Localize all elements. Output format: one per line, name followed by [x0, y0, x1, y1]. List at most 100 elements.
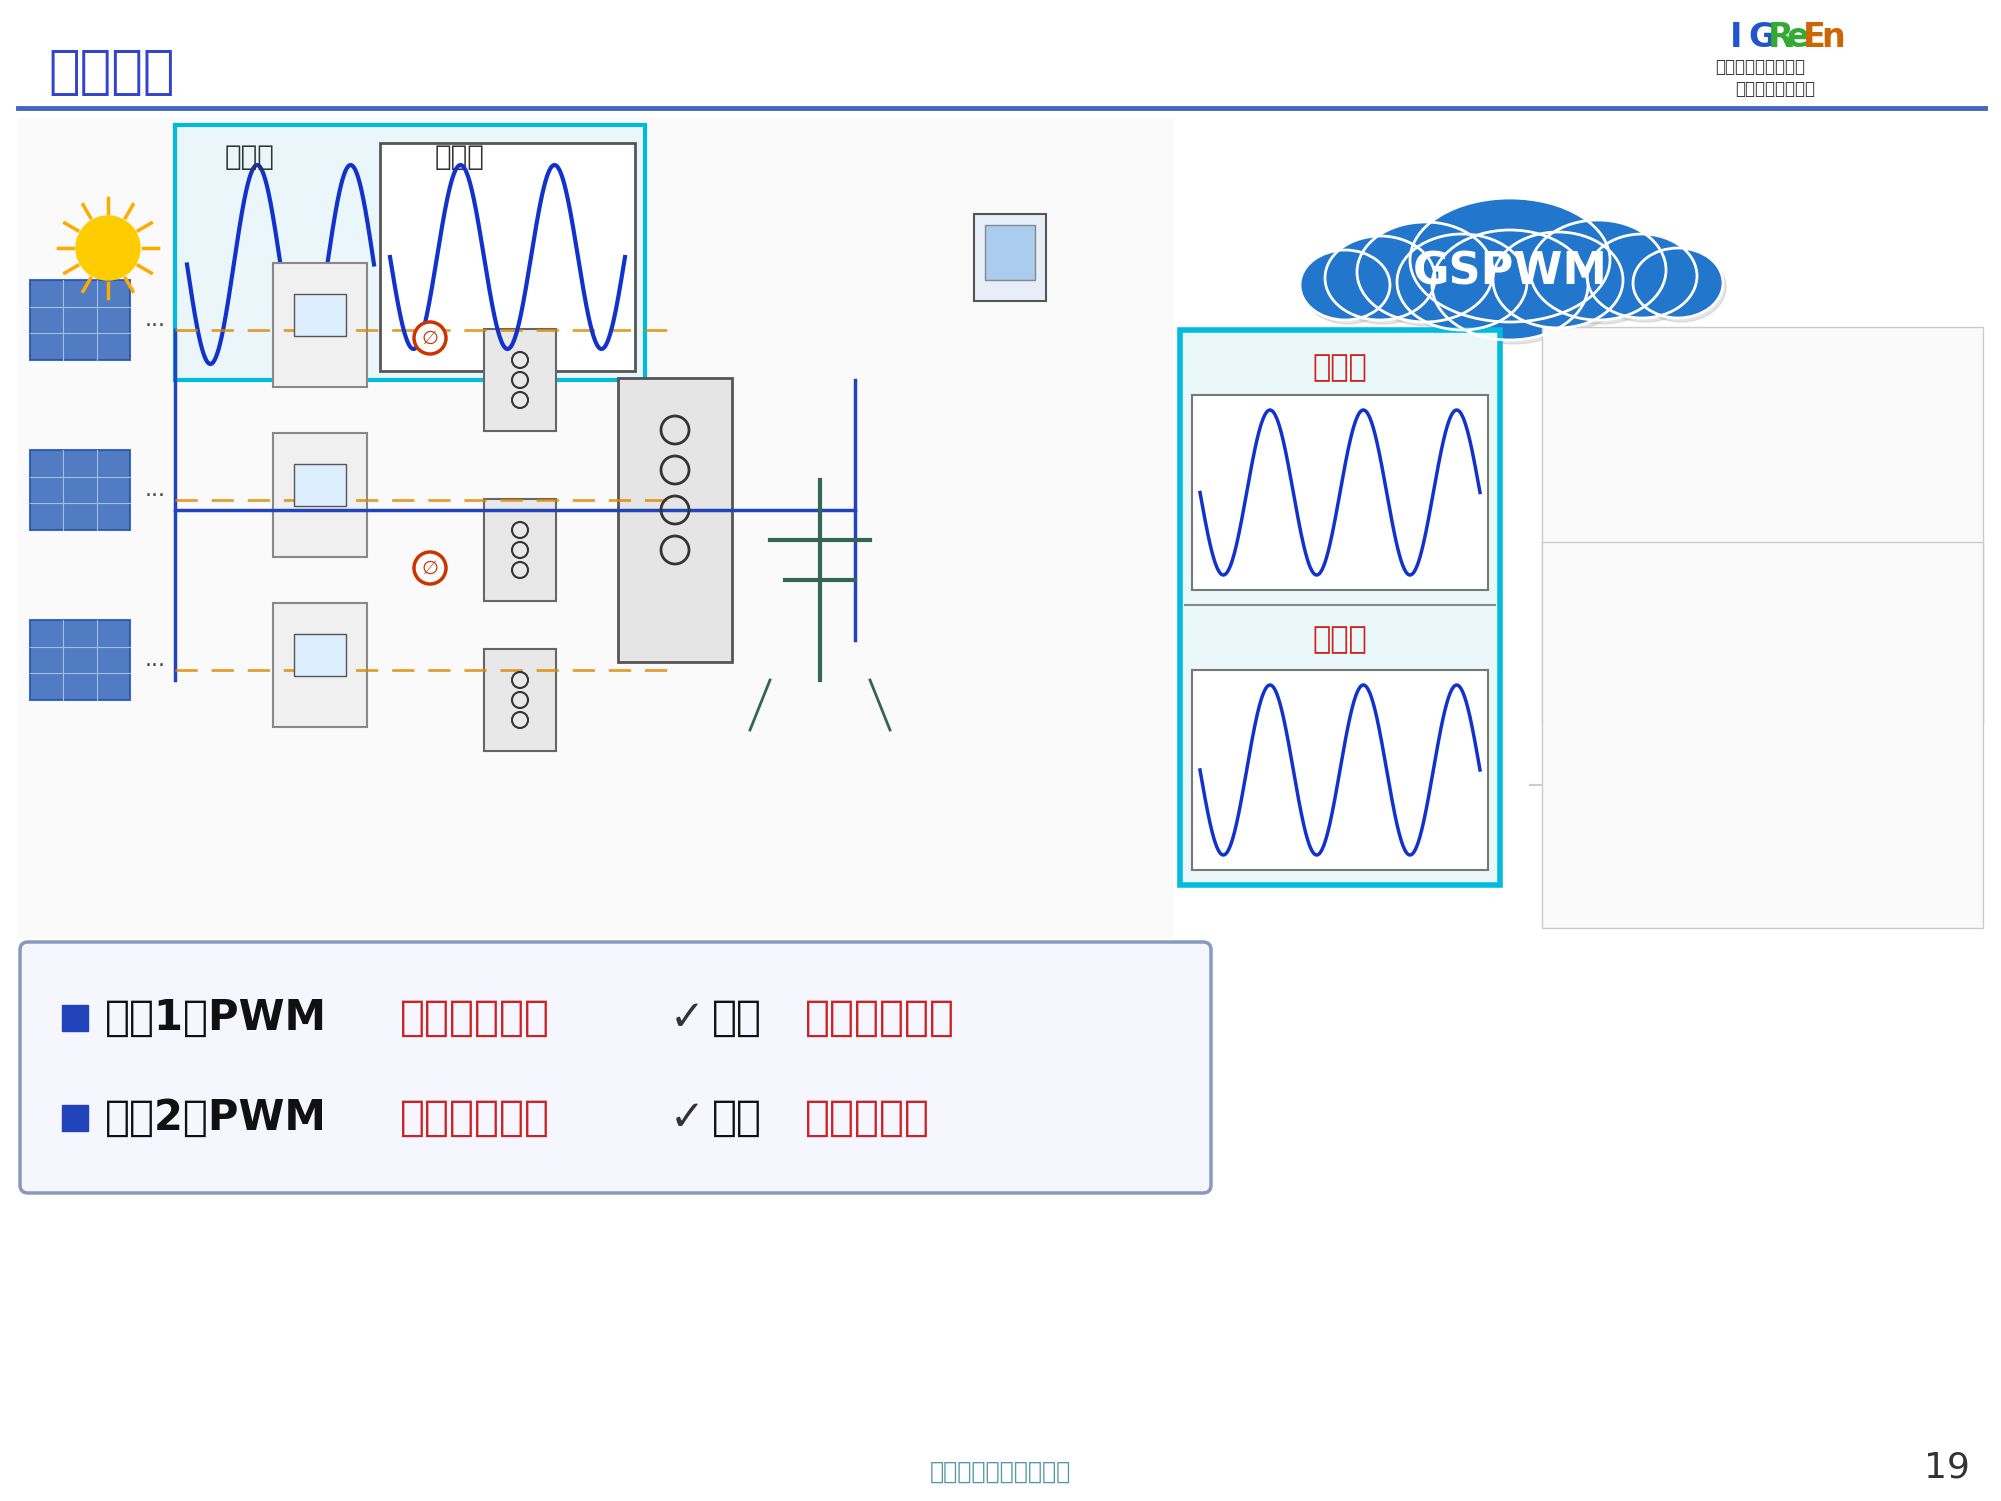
- FancyBboxPatch shape: [30, 281, 130, 360]
- Text: 问题2：PWM: 问题2：PWM: [104, 1097, 326, 1139]
- Text: PWM: PWM: [1553, 459, 1603, 477]
- Text: 低带宽通讯: 低带宽通讯: [804, 1097, 930, 1139]
- Text: 1: 1: [1649, 372, 1657, 386]
- Text: PWM: PWM: [1553, 779, 1603, 797]
- Text: 相位无法同步: 相位无法同步: [400, 1097, 550, 1139]
- FancyBboxPatch shape: [618, 378, 732, 662]
- FancyBboxPatch shape: [974, 215, 1047, 302]
- Text: ...: ...: [144, 311, 166, 330]
- Text: PWM: PWM: [1553, 648, 1603, 666]
- Text: PWM: PWM: [1553, 554, 1603, 572]
- Text: 1: 1: [1649, 597, 1657, 611]
- FancyBboxPatch shape: [984, 225, 1035, 281]
- Ellipse shape: [1637, 252, 1727, 323]
- Text: 最佳相位未知: 最佳相位未知: [400, 997, 550, 1039]
- FancyBboxPatch shape: [294, 294, 346, 336]
- FancyBboxPatch shape: [20, 943, 1211, 1193]
- Text: PWM: PWM: [1553, 874, 1603, 892]
- Text: 应用后: 应用后: [1313, 626, 1367, 654]
- FancyBboxPatch shape: [484, 498, 556, 600]
- Text: 4: 4: [1649, 657, 1657, 671]
- Ellipse shape: [1301, 251, 1391, 320]
- FancyBboxPatch shape: [1181, 330, 1501, 886]
- Text: PWM: PWM: [1553, 365, 1603, 381]
- Ellipse shape: [1361, 227, 1497, 326]
- Text: 应用前: 应用前: [1313, 354, 1367, 383]
- Text: 2: 2: [1649, 467, 1657, 480]
- Text: ∅: ∅: [422, 329, 438, 348]
- FancyBboxPatch shape: [484, 329, 556, 431]
- Text: 山东大学可再生能源: 山东大学可再生能源: [1715, 59, 1805, 77]
- Circle shape: [414, 323, 446, 354]
- FancyBboxPatch shape: [1543, 542, 1983, 928]
- Text: 基本原理: 基本原理: [48, 47, 174, 98]
- Ellipse shape: [1357, 222, 1493, 323]
- Circle shape: [76, 216, 140, 281]
- Ellipse shape: [1397, 234, 1527, 330]
- Text: ✓: ✓: [670, 997, 704, 1039]
- Text: 基于: 基于: [712, 1097, 762, 1139]
- FancyBboxPatch shape: [174, 125, 644, 380]
- Text: 0: 0: [1607, 689, 1617, 704]
- Text: PWM: PWM: [1553, 588, 1603, 606]
- Text: 问题1：PWM: 问题1：PWM: [104, 997, 326, 1039]
- FancyBboxPatch shape: [1193, 669, 1489, 871]
- Text: 19: 19: [1925, 1451, 1971, 1484]
- Ellipse shape: [1433, 230, 1589, 341]
- Ellipse shape: [1493, 233, 1623, 329]
- Circle shape: [414, 552, 446, 584]
- Text: ∅: ∅: [422, 558, 438, 578]
- Text: n: n: [1821, 21, 1845, 54]
- Ellipse shape: [1411, 198, 1611, 323]
- Text: 基于: 基于: [712, 997, 762, 1039]
- Ellipse shape: [1587, 234, 1697, 318]
- Ellipse shape: [1591, 239, 1701, 323]
- Text: 3: 3: [1649, 787, 1657, 802]
- Text: PWM: PWM: [1553, 684, 1603, 702]
- Text: 应用前: 应用前: [224, 143, 274, 171]
- FancyBboxPatch shape: [294, 633, 346, 675]
- Text: ✓: ✓: [670, 1097, 704, 1139]
- Ellipse shape: [1329, 240, 1439, 324]
- Text: ...: ...: [144, 480, 166, 500]
- Ellipse shape: [1533, 224, 1669, 324]
- Text: GSPWM: GSPWM: [1413, 251, 1607, 294]
- FancyBboxPatch shape: [30, 450, 130, 530]
- Text: 4: 4: [1649, 883, 1657, 896]
- FancyBboxPatch shape: [380, 143, 634, 371]
- Ellipse shape: [1531, 221, 1667, 320]
- Text: 《电工技术学报》发布: 《电工技术学报》发布: [928, 1460, 1071, 1484]
- Text: e: e: [1787, 21, 1809, 54]
- FancyBboxPatch shape: [272, 603, 366, 726]
- FancyBboxPatch shape: [272, 263, 366, 387]
- FancyBboxPatch shape: [30, 620, 130, 699]
- FancyBboxPatch shape: [18, 119, 1173, 938]
- Bar: [62, 1105, 88, 1130]
- Text: I: I: [1731, 21, 1743, 54]
- Bar: [62, 1006, 88, 1031]
- Text: G: G: [1749, 21, 1775, 54]
- FancyBboxPatch shape: [1543, 327, 1983, 723]
- Ellipse shape: [1497, 236, 1627, 332]
- Ellipse shape: [1303, 254, 1393, 324]
- Text: 智能优化算法: 智能优化算法: [804, 997, 954, 1039]
- Text: 应用后: 应用后: [434, 143, 484, 171]
- Text: 与智能电网研究所: 与智能电网研究所: [1735, 80, 1815, 98]
- FancyBboxPatch shape: [1193, 395, 1489, 590]
- Text: 3: 3: [1649, 561, 1657, 576]
- Text: R: R: [1769, 21, 1793, 54]
- FancyBboxPatch shape: [294, 464, 346, 506]
- Text: t/s: t/s: [1967, 675, 1985, 690]
- Text: 2: 2: [1649, 692, 1657, 705]
- Ellipse shape: [1435, 234, 1591, 344]
- Ellipse shape: [1401, 239, 1531, 335]
- FancyBboxPatch shape: [272, 432, 366, 557]
- Ellipse shape: [1325, 236, 1435, 320]
- FancyBboxPatch shape: [484, 648, 556, 750]
- Text: E: E: [1803, 21, 1825, 54]
- Text: ...: ...: [144, 650, 166, 669]
- Text: 0: 0: [1607, 914, 1617, 929]
- Ellipse shape: [1413, 203, 1613, 326]
- Text: t/s: t/s: [1967, 901, 1985, 916]
- Ellipse shape: [1633, 248, 1723, 318]
